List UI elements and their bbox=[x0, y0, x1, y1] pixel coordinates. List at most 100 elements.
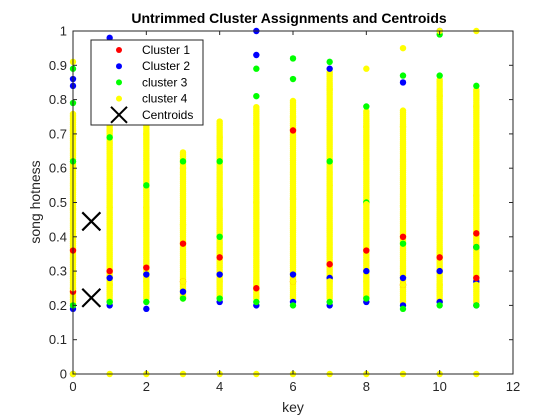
x-tick-label: 0 bbox=[69, 379, 76, 394]
cluster-4-point bbox=[216, 278, 222, 284]
cluster-3-point bbox=[216, 158, 222, 164]
cluster-4-point bbox=[253, 104, 259, 110]
cluster-1-point bbox=[253, 285, 259, 291]
cluster-1-point bbox=[363, 247, 369, 253]
cluster-4-point bbox=[290, 278, 296, 284]
cluster-3-point bbox=[473, 244, 479, 250]
cluster-1-point bbox=[436, 254, 442, 260]
y-tick-label: 0.8 bbox=[49, 92, 67, 107]
cluster-4-point bbox=[180, 165, 186, 171]
cluster-4-point bbox=[400, 107, 406, 113]
cluster-4-point bbox=[363, 278, 369, 284]
cluster-3-point bbox=[290, 302, 296, 308]
cluster-4-point bbox=[473, 192, 479, 198]
cluster-2-point bbox=[400, 275, 406, 281]
cluster-4-point bbox=[180, 222, 186, 228]
legend-label: cluster 4 bbox=[142, 92, 188, 106]
legend: Cluster 1 Cluster 2 cluster 3 cluster 4 Cent… bbox=[91, 40, 203, 125]
y-tick-label: 0 bbox=[60, 367, 67, 382]
cluster-4-point bbox=[473, 282, 479, 288]
cluster-4-point bbox=[106, 282, 112, 288]
cluster-3-point bbox=[106, 134, 112, 140]
y-tick-label: 0.3 bbox=[49, 264, 67, 279]
cluster-3-point bbox=[253, 299, 259, 305]
cluster-4-point bbox=[180, 149, 186, 155]
cluster-1-point bbox=[180, 240, 186, 246]
cluster-4-point bbox=[290, 98, 296, 104]
cluster-3-point bbox=[290, 55, 296, 61]
cluster-3-point bbox=[253, 93, 259, 99]
x-tick-label: 12 bbox=[506, 379, 520, 394]
legend-label: cluster 3 bbox=[142, 75, 188, 89]
cluster-1-point bbox=[106, 268, 112, 274]
y-tick-label: 0.2 bbox=[49, 298, 67, 313]
legend-swatch bbox=[116, 96, 122, 102]
x-tick-label: 8 bbox=[363, 379, 370, 394]
cluster-4-point bbox=[363, 201, 369, 207]
cluster-3-point bbox=[216, 234, 222, 240]
cluster-4-point bbox=[106, 127, 112, 133]
cluster-4-point bbox=[400, 282, 406, 288]
cluster-2-point bbox=[143, 271, 149, 277]
cluster-3-point bbox=[473, 83, 479, 89]
cluster-3-point bbox=[363, 295, 369, 301]
cluster-3-point bbox=[400, 306, 406, 312]
cluster-4-point bbox=[216, 134, 222, 140]
y-axis-label: song hotness bbox=[27, 160, 43, 243]
cluster-4-point bbox=[363, 124, 369, 130]
cluster-4-point bbox=[436, 282, 442, 288]
cluster-2-point bbox=[400, 79, 406, 85]
y-tick-label: 0.7 bbox=[49, 126, 67, 141]
cluster-3-point bbox=[216, 295, 222, 301]
cluster-4-point bbox=[436, 93, 442, 99]
legend-label: Cluster 2 bbox=[142, 59, 190, 73]
y-tick-label: 0.5 bbox=[49, 195, 67, 210]
cluster-3-point bbox=[253, 66, 259, 72]
cluster-4-point bbox=[363, 66, 369, 72]
cluster-4-point bbox=[290, 196, 296, 202]
y-tick-label: 1 bbox=[60, 24, 67, 39]
cluster-2-point bbox=[436, 268, 442, 274]
cluster-3-point bbox=[143, 299, 149, 305]
cluster-4-point bbox=[216, 118, 222, 124]
cluster-3-point bbox=[326, 158, 332, 164]
cluster-2-point bbox=[143, 306, 149, 312]
y-tick-label: 0.1 bbox=[49, 332, 67, 347]
cluster-3-point bbox=[106, 299, 112, 305]
cluster-4-point bbox=[473, 103, 479, 109]
cluster-3-point bbox=[180, 295, 186, 301]
cluster-2-point bbox=[326, 66, 332, 72]
cluster-4-point bbox=[216, 206, 222, 212]
cluster-3-point bbox=[436, 302, 442, 308]
cluster-4-point bbox=[400, 45, 406, 51]
cluster-1-point bbox=[143, 264, 149, 270]
cluster-3-point bbox=[143, 182, 149, 188]
cluster-1-point bbox=[216, 254, 222, 260]
cluster-3-point bbox=[326, 299, 332, 305]
cluster-2-point bbox=[253, 52, 259, 58]
cluster-3-point bbox=[363, 103, 369, 109]
cluster-4-point bbox=[326, 86, 332, 92]
cluster-4-point bbox=[253, 278, 259, 284]
cluster-4-point bbox=[143, 204, 149, 210]
cluster-4-point bbox=[253, 120, 259, 126]
cluster-3-point bbox=[400, 240, 406, 246]
cluster-2-point bbox=[216, 271, 222, 277]
cluster-3-point bbox=[436, 72, 442, 78]
y-tick-label: 0.4 bbox=[49, 229, 67, 244]
cluster-4-point bbox=[400, 124, 406, 130]
cluster-1-point bbox=[473, 230, 479, 236]
cluster-4-point bbox=[436, 187, 442, 193]
cluster-2-point bbox=[290, 271, 296, 277]
cluster-4-point bbox=[180, 278, 186, 284]
x-tick-label: 2 bbox=[143, 379, 150, 394]
legend-swatch bbox=[116, 47, 122, 53]
cluster-1-point bbox=[290, 127, 296, 133]
cluster-3-point bbox=[180, 158, 186, 164]
cluster-2-point bbox=[180, 288, 186, 294]
cluster-4-point bbox=[143, 278, 149, 284]
cluster-2-point bbox=[106, 275, 112, 281]
y-tick-label: 0.9 bbox=[49, 58, 67, 73]
cluster-4-point bbox=[400, 203, 406, 209]
